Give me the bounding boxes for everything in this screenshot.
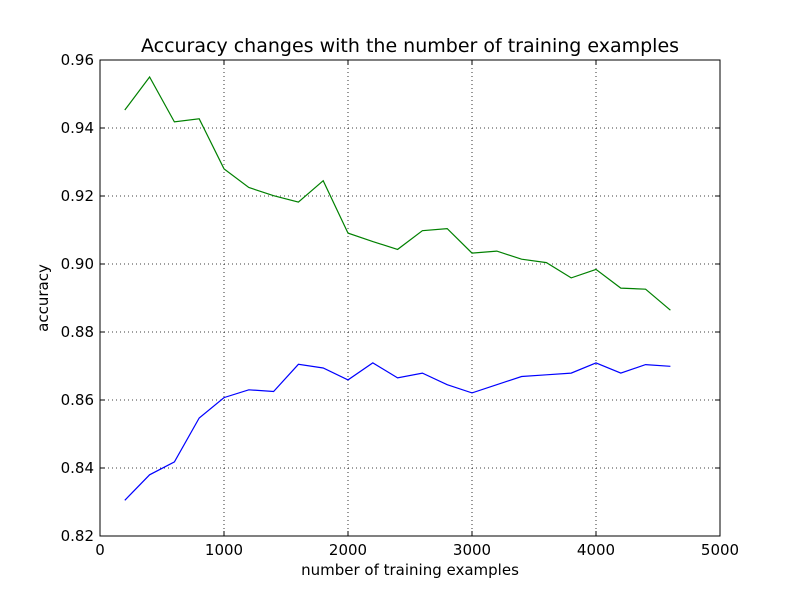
x-axis-label: number of training examples — [301, 561, 519, 579]
y-tick-label: 0.96 — [61, 51, 94, 69]
tick-layer: 0 1000 2000 3000 4000 5000 0.82 0.84 0.86 0.88 0.9… — [61, 51, 740, 559]
chart-title: Accuracy changes with the number of trai… — [141, 35, 679, 57]
y-tick-label: 0.86 — [61, 391, 94, 409]
grid-layer — [100, 60, 720, 536]
x-tick-label: 4000 — [577, 541, 615, 559]
plot-frame — [99, 59, 721, 537]
y-tick-label: 0.94 — [61, 119, 94, 137]
series-layer — [124, 75, 671, 501]
x-tick-label: 3000 — [453, 541, 491, 559]
y-tick-label: 0.92 — [61, 187, 94, 205]
y-tick-label: 0.82 — [61, 527, 94, 545]
y-tick-label: 0.88 — [61, 323, 94, 341]
series-line-1 — [124, 75, 671, 311]
y-axis-label: accuracy — [34, 264, 52, 332]
series-line-2 — [124, 362, 671, 501]
x-tick-label: 2000 — [329, 541, 367, 559]
y-tick-label: 0.84 — [61, 459, 94, 477]
y-tick-label: 0.90 — [61, 255, 94, 273]
x-tick-label: 5000 — [701, 541, 739, 559]
x-tick-label: 0 — [95, 541, 105, 559]
x-tick-label: 1000 — [205, 541, 243, 559]
